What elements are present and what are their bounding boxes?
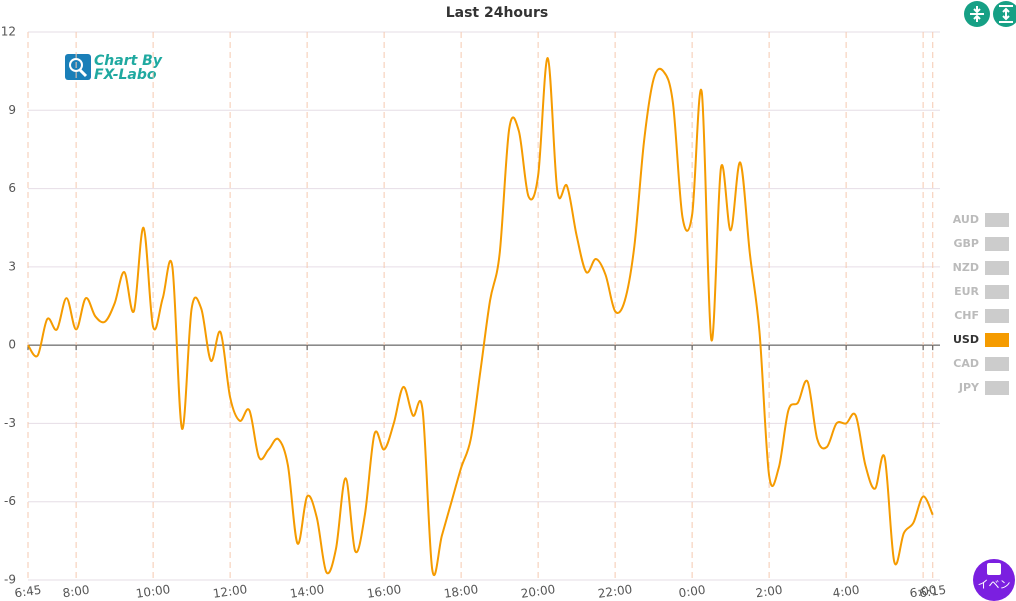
legend-label: EUR [954, 285, 979, 298]
x-tick-label: 8:00 [62, 583, 91, 601]
collapse-icon [970, 6, 984, 22]
legend-label: USD [953, 333, 979, 346]
x-tick-label: 6:45 [14, 583, 43, 601]
expand-icon [999, 5, 1013, 23]
event-button[interactable]: イベン [973, 559, 1015, 601]
y-tick-label: -9 [4, 573, 16, 587]
series-line [27, 57, 934, 577]
event-button-label[interactable]: イベン [978, 578, 1011, 591]
legend-swatch [985, 381, 1009, 395]
y-tick-label: 0 [8, 338, 16, 352]
x-tick-label: 16:00 [366, 582, 402, 601]
x-tick-label: 4:00 [832, 583, 861, 601]
x-tick-label: 12:00 [212, 582, 248, 601]
x-tick-label: 22:00 [597, 582, 633, 601]
logo-text: Chart By [94, 53, 163, 69]
x-tick-label: 6:15 [918, 583, 947, 601]
expand-button[interactable] [993, 1, 1016, 27]
x-tick-label: 14:00 [289, 582, 325, 601]
logo: Chart By FX-Labo [65, 53, 163, 83]
legend-swatch [985, 213, 1009, 227]
legend-swatch [985, 285, 1009, 299]
y-tick-label: -3 [4, 416, 16, 430]
x-tick-label: 10:00 [135, 582, 171, 601]
logo-lens [69, 58, 83, 72]
x-tick-label: 20:00 [520, 582, 556, 601]
legend-swatch [985, 357, 1009, 371]
logo-icon [65, 54, 91, 80]
y-tick-label: 3 [8, 259, 16, 273]
chart-title: Last 24hours [446, 5, 549, 21]
legend-label: JPY [958, 381, 980, 394]
legend-label: NZD [953, 261, 979, 274]
logo-handle [78, 68, 88, 78]
y-tick-label: 6 [8, 181, 16, 195]
x-tick-label: 18:00 [443, 582, 479, 601]
x-tick-label: 0:00 [678, 583, 707, 601]
x-tick-label: 6:00 [909, 583, 938, 601]
logo-text: FX-Labo [94, 67, 157, 83]
legend-swatch [985, 309, 1009, 323]
event-button-bg[interactable] [973, 559, 1015, 601]
legend-label: GBP [954, 237, 979, 250]
legend-swatch [985, 261, 1009, 275]
legend-label: AUD [953, 213, 979, 226]
y-tick-label: -6 [4, 494, 16, 508]
legend-label: CHF [954, 309, 979, 322]
legend-label: CAD [953, 357, 979, 370]
legend-swatch [985, 333, 1009, 347]
legend-swatch [985, 237, 1009, 251]
toolbar [964, 1, 1016, 27]
x-tick-label: 2:00 [755, 583, 784, 601]
event-icon [987, 563, 1001, 575]
y-tick-label: 9 [8, 103, 16, 117]
y-tick-label: 12 [1, 25, 16, 39]
